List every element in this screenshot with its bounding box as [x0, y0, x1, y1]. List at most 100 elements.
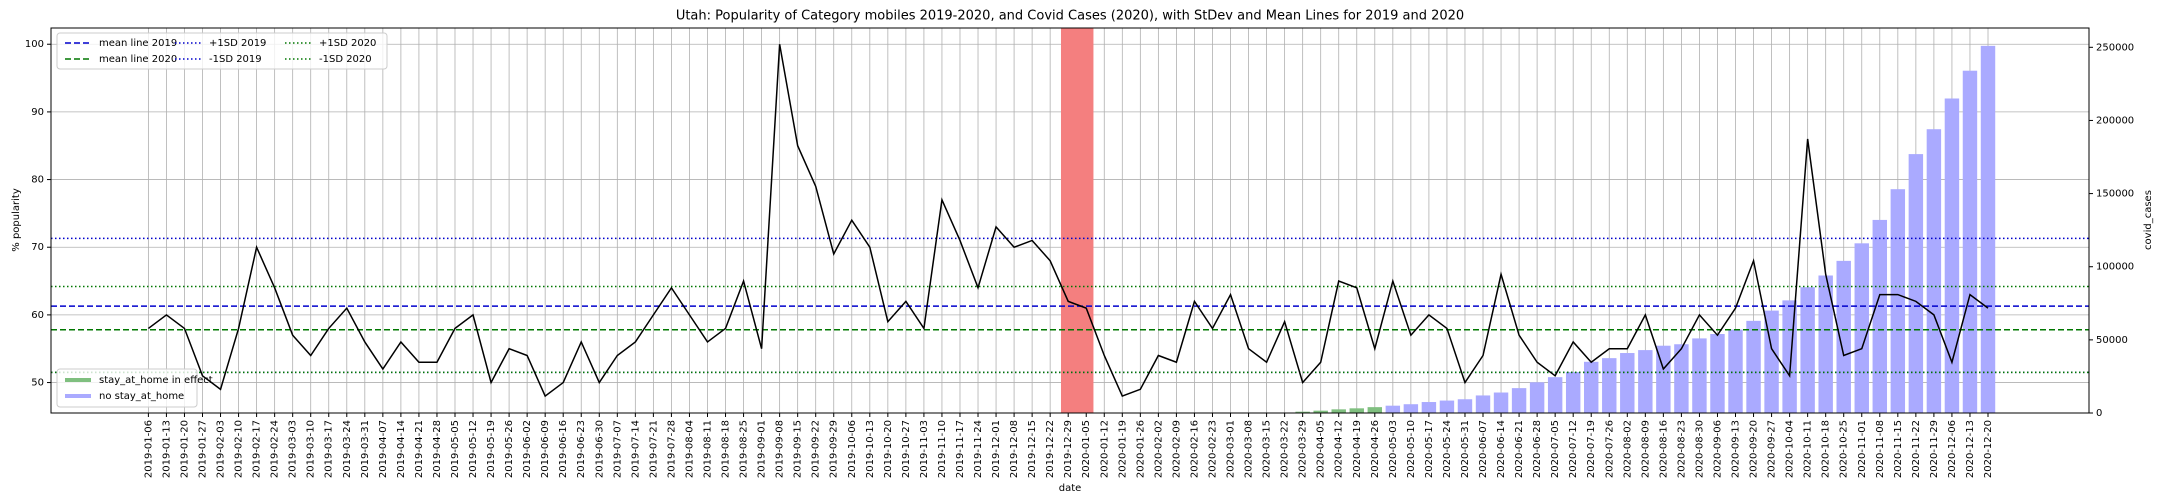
x-tick-label: 2020-01-26 — [1135, 420, 1146, 478]
bar — [1421, 402, 1437, 413]
x-tick-label: 2020-09-13 — [1731, 420, 1742, 478]
plot-frame — [50, 27, 2090, 414]
x-tick-label: 2020-02-16 — [1189, 420, 1200, 478]
legend: mean line 2019 mean line 2020 +1SD 2019 -1S… — [56, 32, 388, 70]
popularity-line — [147, 44, 1989, 398]
bar — [1475, 395, 1491, 413]
y-axis-label: % popularity — [11, 188, 22, 252]
highlight-span — [1060, 28, 1094, 413]
y-tick-label: 60 — [31, 310, 44, 321]
x-tick-label: 2019-05-19 — [486, 420, 497, 478]
bar — [1854, 243, 1869, 413]
x-tick-label: 2020-03-29 — [1298, 420, 1309, 478]
x-tick-label: 2019-01-06 — [143, 420, 154, 478]
x-tick-label: 2020-01-12 — [1099, 420, 1110, 478]
bar — [1872, 219, 1888, 413]
x-tick-label: 2019-10-20 — [883, 420, 894, 478]
x-tick-label: 2019-04-07 — [378, 420, 389, 478]
x-tick-label: 2019-03-31 — [360, 420, 371, 478]
bar — [1926, 129, 1942, 414]
x-tick-label: 2019-12-22 — [1045, 420, 1056, 478]
bar — [1638, 350, 1653, 413]
x-tick-label: 2019-10-06 — [847, 420, 858, 478]
x-tick-label: 2019-10-27 — [901, 420, 912, 478]
x-tick-label: 2019-05-12 — [468, 420, 479, 478]
y-tick-label: 80 — [31, 175, 44, 186]
x-tick-label: 2020-10-11 — [1803, 420, 1814, 478]
x-tick-label: 2020-07-26 — [1604, 420, 1615, 478]
bar — [1890, 189, 1906, 413]
x-tick-label: 2020-06-07 — [1478, 420, 1489, 478]
x-tick-label: 2020-11-08 — [1875, 420, 1886, 478]
bar — [1800, 287, 1815, 413]
x-tick-label: 2020-05-03 — [1388, 420, 1399, 478]
x-tick-label: 2020-10-25 — [1839, 420, 1850, 478]
y2-axis-label: covid_cases — [2143, 190, 2154, 250]
x-tick-label: 2020-03-22 — [1280, 420, 1291, 478]
x-tick-label: 2019-07-07 — [612, 420, 623, 478]
legend-label: no stay_at_home — [99, 391, 184, 402]
bar — [1313, 410, 1328, 413]
x-tick-label: 2020-11-01 — [1857, 420, 1868, 478]
y2-tick-label: 50000 — [2096, 335, 2128, 346]
bar — [1584, 361, 1599, 413]
x-tick-label: 2020-08-23 — [1676, 420, 1687, 478]
x-tick-label: 2020-05-24 — [1442, 420, 1453, 478]
x-tick-label: 2019-12-29 — [1063, 420, 1074, 478]
x-tick-label: 2020-04-19 — [1352, 420, 1363, 478]
bar — [1349, 408, 1364, 413]
bar — [1656, 345, 1671, 413]
bar — [1818, 275, 1833, 413]
x-tick-label: 2020-01-19 — [1117, 420, 1128, 478]
x-tick-label: 2020-04-05 — [1316, 420, 1327, 478]
x-tick-label: 2019-05-05 — [450, 420, 461, 478]
y-tick-label: 70 — [31, 242, 44, 253]
bar — [1944, 98, 1960, 414]
bar — [1908, 154, 1924, 413]
x-tick-label: 2019-09-22 — [811, 420, 822, 478]
x-tick-label: 2019-08-11 — [702, 420, 713, 478]
x-tick-label: 2019-10-13 — [865, 420, 876, 478]
x-tick-label: 2019-02-24 — [270, 420, 281, 478]
x-tick-label: 2019-01-20 — [179, 420, 190, 478]
x-tick-label: 2020-11-22 — [1911, 420, 1922, 478]
bar — [1511, 388, 1527, 413]
x-tick-label: 2019-03-03 — [288, 420, 299, 478]
x-tick-label: 2019-07-28 — [666, 420, 677, 478]
legend-label: -1SD 2019 — [209, 54, 262, 65]
x-tick-label: 2019-09-08 — [775, 420, 786, 478]
x-tick-label: 2020-02-09 — [1171, 420, 1182, 478]
x-tick-label: 2019-06-16 — [558, 420, 569, 478]
x-axis-label: date — [1059, 483, 1082, 494]
x-tick-label: 2020-05-17 — [1424, 420, 1435, 478]
x-tick-label: 2019-06-09 — [540, 420, 551, 478]
bar — [1620, 353, 1635, 413]
x-tick-label: 2019-09-29 — [829, 420, 840, 478]
chart-title: Utah: Popularity of Category mobiles 201… — [676, 9, 1464, 24]
x-tick-label: 2020-07-12 — [1568, 420, 1579, 478]
legend-label: +1SD 2020 — [319, 38, 376, 49]
x-tick-label: 2019-04-21 — [414, 420, 425, 478]
bar — [1331, 409, 1346, 413]
bar — [1385, 405, 1401, 413]
x-tick-label: 2019-11-17 — [955, 420, 966, 478]
x-tick-label: 2020-09-27 — [1767, 420, 1778, 478]
x-tick-label: 2019-07-14 — [630, 420, 641, 478]
y-tick-label: 90 — [31, 107, 44, 118]
y-tick-label: 100 — [25, 39, 44, 50]
x-tick-label: 2019-07-21 — [648, 420, 659, 478]
x-tick-label: 2019-03-10 — [306, 420, 317, 478]
x-tick-label: 2019-11-24 — [973, 420, 984, 478]
bar — [1728, 329, 1743, 413]
x-tick-label: 2019-06-02 — [522, 420, 533, 478]
x-tick-label: 2020-12-20 — [1983, 420, 1994, 478]
x-tick-label: 2020-12-06 — [1947, 420, 1958, 478]
x-tick-label: 2020-09-20 — [1749, 420, 1760, 478]
x-tick-label: 2020-11-15 — [1893, 420, 1904, 478]
bar — [1710, 334, 1725, 413]
legend-label: -1SD 2020 — [319, 54, 372, 65]
x-tick-label: 2019-12-15 — [1027, 420, 1038, 478]
y2-tick-label: 100000 — [2096, 262, 2134, 273]
y2-tick-label: 150000 — [2096, 189, 2134, 200]
